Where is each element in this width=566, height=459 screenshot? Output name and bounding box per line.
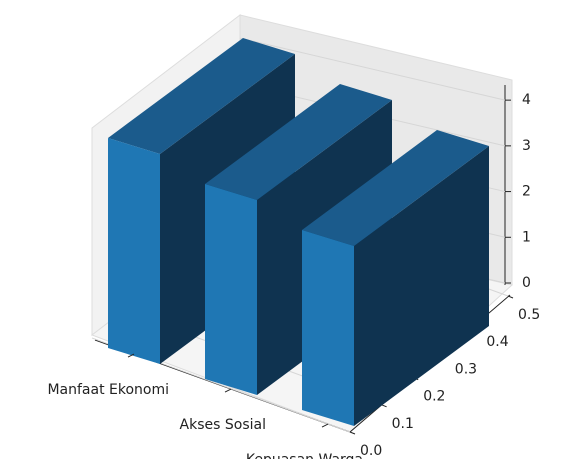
bar-top: [302, 130, 489, 246]
y-tick-label: 0.1: [392, 416, 414, 432]
x-tick: [321, 423, 329, 428]
x-tick-label: Akses Sosial: [180, 417, 266, 433]
x-tick-label: Kepuasan Warga: [246, 452, 363, 459]
z-tick-label: 4: [522, 92, 531, 108]
bar-front: [108, 138, 160, 364]
x-tick: [224, 388, 232, 393]
bar-front: [302, 230, 354, 426]
y-tick-label: 0.2: [423, 389, 445, 405]
y-tick-label: 0.4: [486, 334, 508, 350]
z-tick-label: 2: [522, 184, 531, 200]
bar-top: [108, 38, 295, 154]
y-tick-label: 0.5: [518, 307, 540, 323]
y-tick: [349, 431, 356, 435]
y-tick: [507, 295, 514, 299]
y-tick: [381, 404, 387, 408]
grid-line: [239, 37, 506, 101]
x-tick: [127, 353, 135, 358]
x-tick-label: Manfaat Ekonomi: [47, 382, 169, 398]
z-tick-label: 0: [522, 275, 531, 291]
z-tick-label: 1: [522, 229, 531, 245]
bar-front: [205, 184, 257, 395]
y-tick-label: 0.3: [455, 361, 477, 377]
y-tick-label: 0.0: [360, 443, 382, 459]
bar-side: [354, 146, 489, 426]
bar-top: [205, 84, 392, 200]
z-tick-label: 3: [522, 138, 531, 154]
